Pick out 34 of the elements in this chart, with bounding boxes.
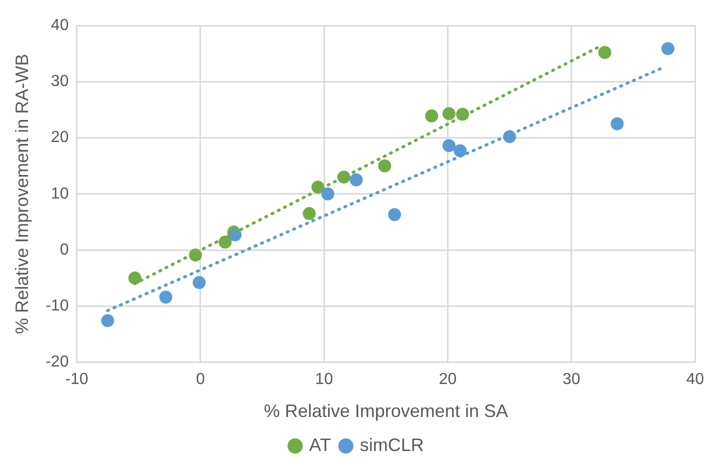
point (350, 173, 363, 186)
point (425, 109, 438, 122)
x-tick-label: -10 (65, 371, 88, 388)
y-tick-label: 40 (50, 17, 69, 34)
point (218, 236, 232, 249)
point (302, 207, 316, 220)
point (128, 272, 142, 285)
x-tick-label: 20 (438, 371, 457, 388)
x-tick-label: 0 (196, 371, 205, 388)
point (192, 276, 206, 290)
y-tick-label: 20 (50, 129, 69, 146)
point (454, 144, 467, 158)
y-tick-label: 30 (50, 73, 69, 90)
x-tick-label: 10 (315, 371, 334, 388)
x-tick-label: 40 (686, 371, 704, 388)
point (598, 46, 612, 60)
point (378, 159, 392, 172)
point (101, 314, 114, 328)
y-tick-label: 0 (60, 241, 69, 258)
x-axis-title: % Relative Improvement in SA (264, 401, 508, 422)
point (610, 117, 624, 130)
legend-label: simCLR (360, 434, 424, 455)
legend-label: AT (309, 434, 331, 455)
point (442, 139, 456, 152)
point (388, 208, 402, 222)
point (442, 107, 456, 120)
y-axis-title: % Relative Improvement in RA-WB (12, 54, 32, 334)
y-tick-label: -10 (46, 298, 69, 315)
point (159, 290, 172, 304)
x-tick-label: 30 (562, 371, 580, 388)
point (661, 42, 674, 56)
y-tick-label: 10 (50, 185, 69, 202)
y-tick-label: -20 (46, 354, 69, 371)
point (321, 187, 334, 200)
